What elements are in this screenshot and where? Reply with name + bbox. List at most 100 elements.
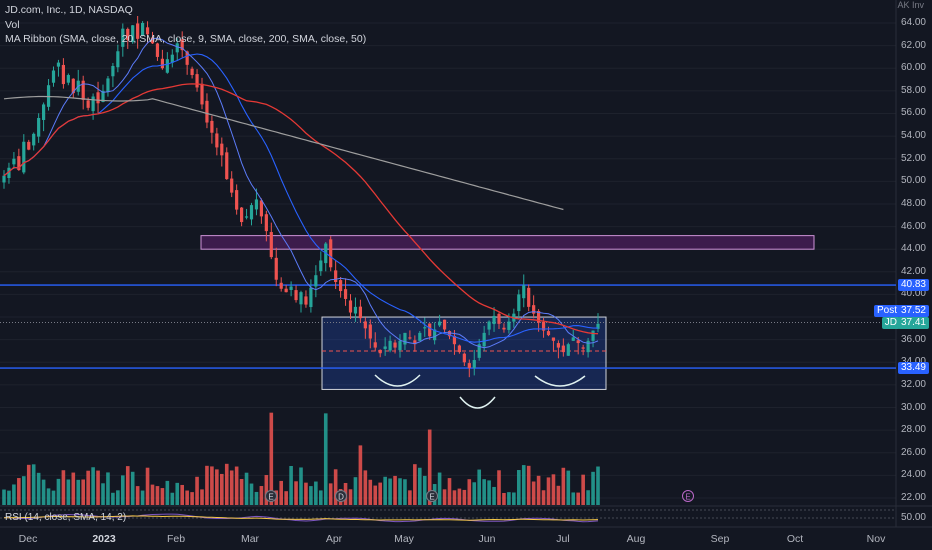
candle <box>81 80 85 100</box>
candle <box>66 75 70 83</box>
rsi-axis-tick: 50.00 <box>900 512 926 523</box>
price-axis-tick: 64.00 <box>900 17 926 28</box>
sma-200-line <box>3 95 564 211</box>
candle <box>462 353 466 363</box>
sma-50-line <box>3 83 599 335</box>
candle <box>388 340 392 351</box>
candle <box>27 141 31 150</box>
time-axis-label: Apr <box>325 533 343 545</box>
volume-bar <box>101 483 105 505</box>
support-price-tag: 33.49 <box>897 362 929 375</box>
candle <box>150 37 155 44</box>
event-marker <box>426 490 438 502</box>
legend-ma-ribbon[interactable]: MA Ribbon (SMA, close, 20, SMA, close, 9… <box>5 33 367 45</box>
candle <box>378 349 382 354</box>
event-marker-label: D <box>338 493 344 502</box>
candle <box>353 306 358 314</box>
volume-bar <box>403 479 407 505</box>
candle <box>32 133 36 146</box>
candle <box>126 28 130 40</box>
candle <box>343 289 348 299</box>
volume-bar <box>91 467 95 505</box>
volume-bar <box>556 485 561 505</box>
candle <box>121 28 125 47</box>
volume-bar <box>125 466 130 505</box>
volume-bar <box>304 482 308 505</box>
legend-rsi[interactable]: RSI (14, close, SMA, 14, 2) <box>5 512 127 523</box>
volume-bar <box>378 482 382 505</box>
candle <box>96 92 100 104</box>
volume-bar <box>388 478 392 505</box>
time-axis-label: Aug <box>626 533 646 545</box>
candle <box>210 120 214 133</box>
price-axis-tick: 30.00 <box>900 401 926 413</box>
candle <box>116 51 120 68</box>
sma-20-line <box>3 53 598 343</box>
candle <box>472 360 476 368</box>
volume-bar <box>215 469 219 505</box>
candle <box>215 133 219 148</box>
volume-bar <box>12 484 16 505</box>
candle <box>22 141 26 173</box>
volume-bar <box>319 490 323 505</box>
candle <box>17 156 21 171</box>
volume-bar <box>31 464 36 505</box>
candle <box>230 178 234 193</box>
volume-bar <box>472 482 477 505</box>
candle <box>314 275 318 287</box>
candle <box>447 331 452 337</box>
volume-bar <box>517 470 521 505</box>
volume-bar <box>358 445 363 505</box>
legend-symbol[interactable]: JD.com, Inc., 1D, NASDAQ <box>5 4 133 16</box>
candle <box>492 315 496 325</box>
volume-bar <box>398 478 402 505</box>
volume-bar <box>175 482 180 505</box>
price-axis-tick: 28.00 <box>900 424 926 436</box>
candle <box>279 282 283 289</box>
price-axis-tick: 36.00 <box>900 333 926 345</box>
event-marker-label: E <box>429 493 434 502</box>
candle <box>259 200 263 217</box>
candle <box>586 340 590 353</box>
volume-bar <box>526 465 531 505</box>
volume-bar <box>46 488 51 505</box>
candle <box>269 232 273 258</box>
volume-bar <box>299 467 303 505</box>
candle <box>428 323 432 337</box>
event-marker-label: E <box>268 493 273 502</box>
candle <box>319 260 323 272</box>
candle <box>591 330 595 341</box>
price-axis-tick: 62.00 <box>900 39 926 51</box>
volume-bar <box>393 475 397 505</box>
candle <box>532 305 536 314</box>
candle <box>235 190 239 210</box>
candle <box>101 90 105 103</box>
price-axis-tick: 56.00 <box>900 107 926 119</box>
volume-bar <box>2 489 6 505</box>
head-arc <box>459 396 496 409</box>
candle <box>190 68 194 76</box>
legend-volume[interactable]: Vol <box>5 18 20 31</box>
candle <box>91 96 95 112</box>
volume-bar <box>51 490 56 505</box>
post-market-price-tag: 37.52 <box>897 305 929 318</box>
volume-bar <box>289 465 293 505</box>
candle <box>51 70 56 83</box>
volume-bar <box>482 479 486 505</box>
candle <box>131 25 135 43</box>
volume-bar <box>507 492 511 505</box>
volume-bar <box>328 483 333 505</box>
volume-bar <box>66 479 71 505</box>
candle <box>175 43 179 53</box>
volume-bar <box>576 492 580 505</box>
event-marker-label: E <box>685 493 690 502</box>
time-axis-label: Dec <box>18 533 38 545</box>
candle <box>393 342 397 348</box>
volume-bar <box>269 412 274 505</box>
candle <box>442 319 447 330</box>
volume-bar <box>185 490 189 505</box>
candle <box>56 62 61 67</box>
candle <box>541 321 546 331</box>
